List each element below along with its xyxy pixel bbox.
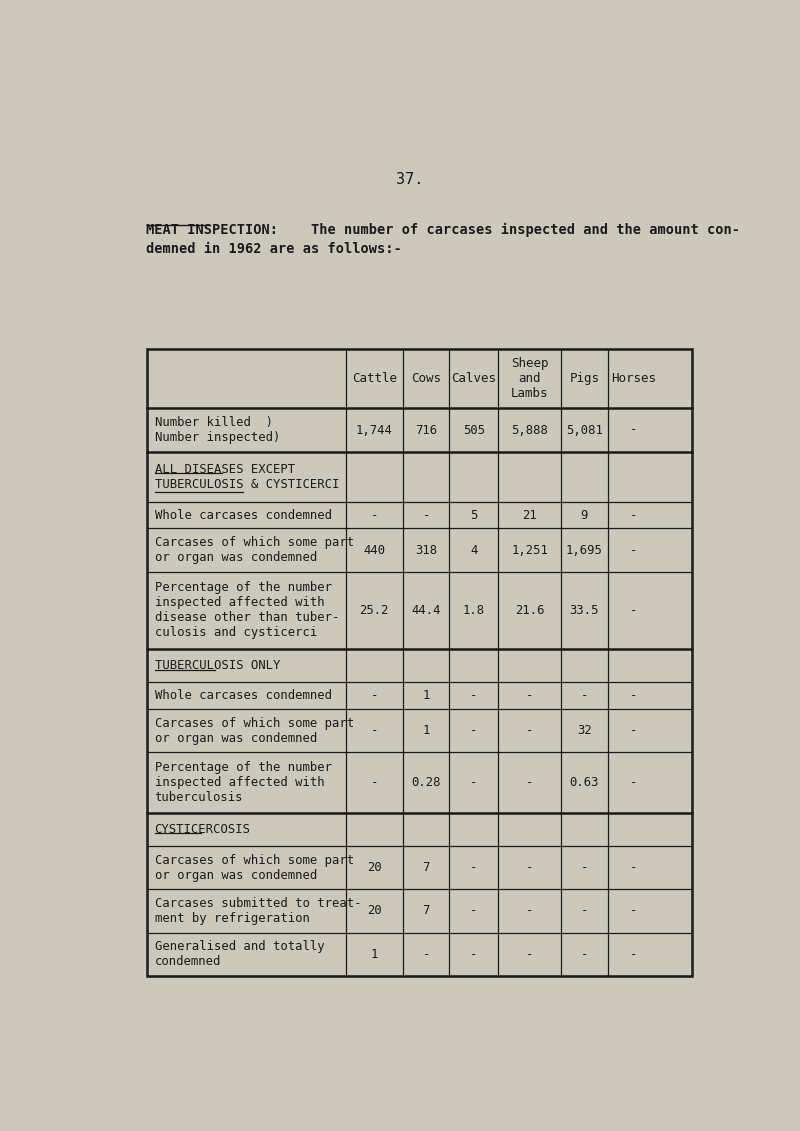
Text: -: - <box>370 509 378 521</box>
Text: -: - <box>370 689 378 702</box>
Text: Horses: Horses <box>611 372 656 386</box>
Text: -: - <box>470 905 478 917</box>
Text: 0.63: 0.63 <box>570 776 599 789</box>
Text: -: - <box>630 776 637 789</box>
Text: -: - <box>526 776 534 789</box>
Text: 0.28: 0.28 <box>411 776 441 789</box>
Text: Number killed  )
Number inspected): Number killed ) Number inspected) <box>154 416 280 444</box>
Text: 44.4: 44.4 <box>411 604 441 618</box>
Text: 318: 318 <box>415 544 437 556</box>
Text: -: - <box>630 724 637 737</box>
Text: 21.6: 21.6 <box>515 604 545 618</box>
Text: Percentage of the number
inspected affected with
disease other than tuber-
culos: Percentage of the number inspected affec… <box>154 581 339 639</box>
Text: -: - <box>630 509 637 521</box>
Text: Pigs: Pigs <box>570 372 599 386</box>
Text: 1,251: 1,251 <box>511 544 548 556</box>
Text: -: - <box>526 948 534 961</box>
Text: Generalised and totally
condemned: Generalised and totally condemned <box>154 940 324 968</box>
Text: Cows: Cows <box>411 372 441 386</box>
Text: 21: 21 <box>522 509 537 521</box>
Text: -: - <box>630 604 637 618</box>
Text: Carcases of which some part
or organ was condemned: Carcases of which some part or organ was… <box>154 536 354 564</box>
Text: 1.8: 1.8 <box>462 604 485 618</box>
Text: 1: 1 <box>422 724 430 737</box>
Text: -: - <box>526 689 534 702</box>
Text: Carcases submitted to treat-
ment by refrigeration: Carcases submitted to treat- ment by ref… <box>154 897 361 925</box>
Text: 1,695: 1,695 <box>566 544 602 556</box>
Text: -: - <box>422 509 430 521</box>
Text: -: - <box>630 948 637 961</box>
Text: demned in 1962 are as follows:-: demned in 1962 are as follows:- <box>146 242 402 256</box>
Text: -: - <box>630 905 637 917</box>
Text: -: - <box>470 776 478 789</box>
Text: 505: 505 <box>462 423 485 437</box>
Text: -: - <box>470 724 478 737</box>
Text: Sheep
and
Lambs: Sheep and Lambs <box>511 357 549 400</box>
Text: -: - <box>581 689 588 702</box>
Bar <box>146 349 692 976</box>
Text: 5,081: 5,081 <box>566 423 602 437</box>
Text: -: - <box>370 776 378 789</box>
Text: -: - <box>370 724 378 737</box>
Text: Whole carcases condemned: Whole carcases condemned <box>154 509 331 521</box>
Text: 20: 20 <box>367 905 382 917</box>
Text: -: - <box>470 948 478 961</box>
Text: 32: 32 <box>577 724 592 737</box>
Text: 7: 7 <box>422 905 430 917</box>
Text: -: - <box>422 948 430 961</box>
Text: -: - <box>630 544 637 556</box>
Text: -: - <box>526 724 534 737</box>
Text: 33.5: 33.5 <box>570 604 599 618</box>
Text: 9: 9 <box>581 509 588 521</box>
Text: CYSTICERCOSIS: CYSTICERCOSIS <box>154 822 250 836</box>
Text: -: - <box>630 423 637 437</box>
Text: 440: 440 <box>363 544 386 556</box>
Text: 37.: 37. <box>396 172 424 188</box>
Text: 5,888: 5,888 <box>511 423 548 437</box>
Text: -: - <box>526 905 534 917</box>
Text: 20: 20 <box>367 861 382 874</box>
Text: MEAT INSPECTION:    The number of carcases inspected and the amount con-: MEAT INSPECTION: The number of carcases … <box>146 223 741 238</box>
Text: ALL DISEASES EXCEPT
TUBERCULOSIS & CYSTICERCI: ALL DISEASES EXCEPT TUBERCULOSIS & CYSTI… <box>154 463 339 491</box>
Text: -: - <box>630 861 637 874</box>
Text: Percentage of the number
inspected affected with
tuberculosis: Percentage of the number inspected affec… <box>154 761 331 804</box>
Text: 7: 7 <box>422 861 430 874</box>
Text: -: - <box>581 948 588 961</box>
Text: TUBERCULOSIS ONLY: TUBERCULOSIS ONLY <box>154 659 280 672</box>
Text: -: - <box>470 689 478 702</box>
Text: 1,744: 1,744 <box>356 423 393 437</box>
Text: 716: 716 <box>415 423 437 437</box>
Text: -: - <box>526 861 534 874</box>
Text: 25.2: 25.2 <box>359 604 389 618</box>
Text: 1: 1 <box>422 689 430 702</box>
Text: Carcases of which some part
or organ was condemned: Carcases of which some part or organ was… <box>154 717 354 744</box>
Text: -: - <box>581 861 588 874</box>
Text: Calves: Calves <box>451 372 496 386</box>
Text: 5: 5 <box>470 509 478 521</box>
Text: Whole carcases condemned: Whole carcases condemned <box>154 689 331 702</box>
Text: -: - <box>630 689 637 702</box>
Text: 1: 1 <box>370 948 378 961</box>
Text: 4: 4 <box>470 544 478 556</box>
Text: Cattle: Cattle <box>352 372 397 386</box>
Text: Carcases of which some part
or organ was condemned: Carcases of which some part or organ was… <box>154 854 354 881</box>
Text: -: - <box>470 861 478 874</box>
Text: -: - <box>581 905 588 917</box>
